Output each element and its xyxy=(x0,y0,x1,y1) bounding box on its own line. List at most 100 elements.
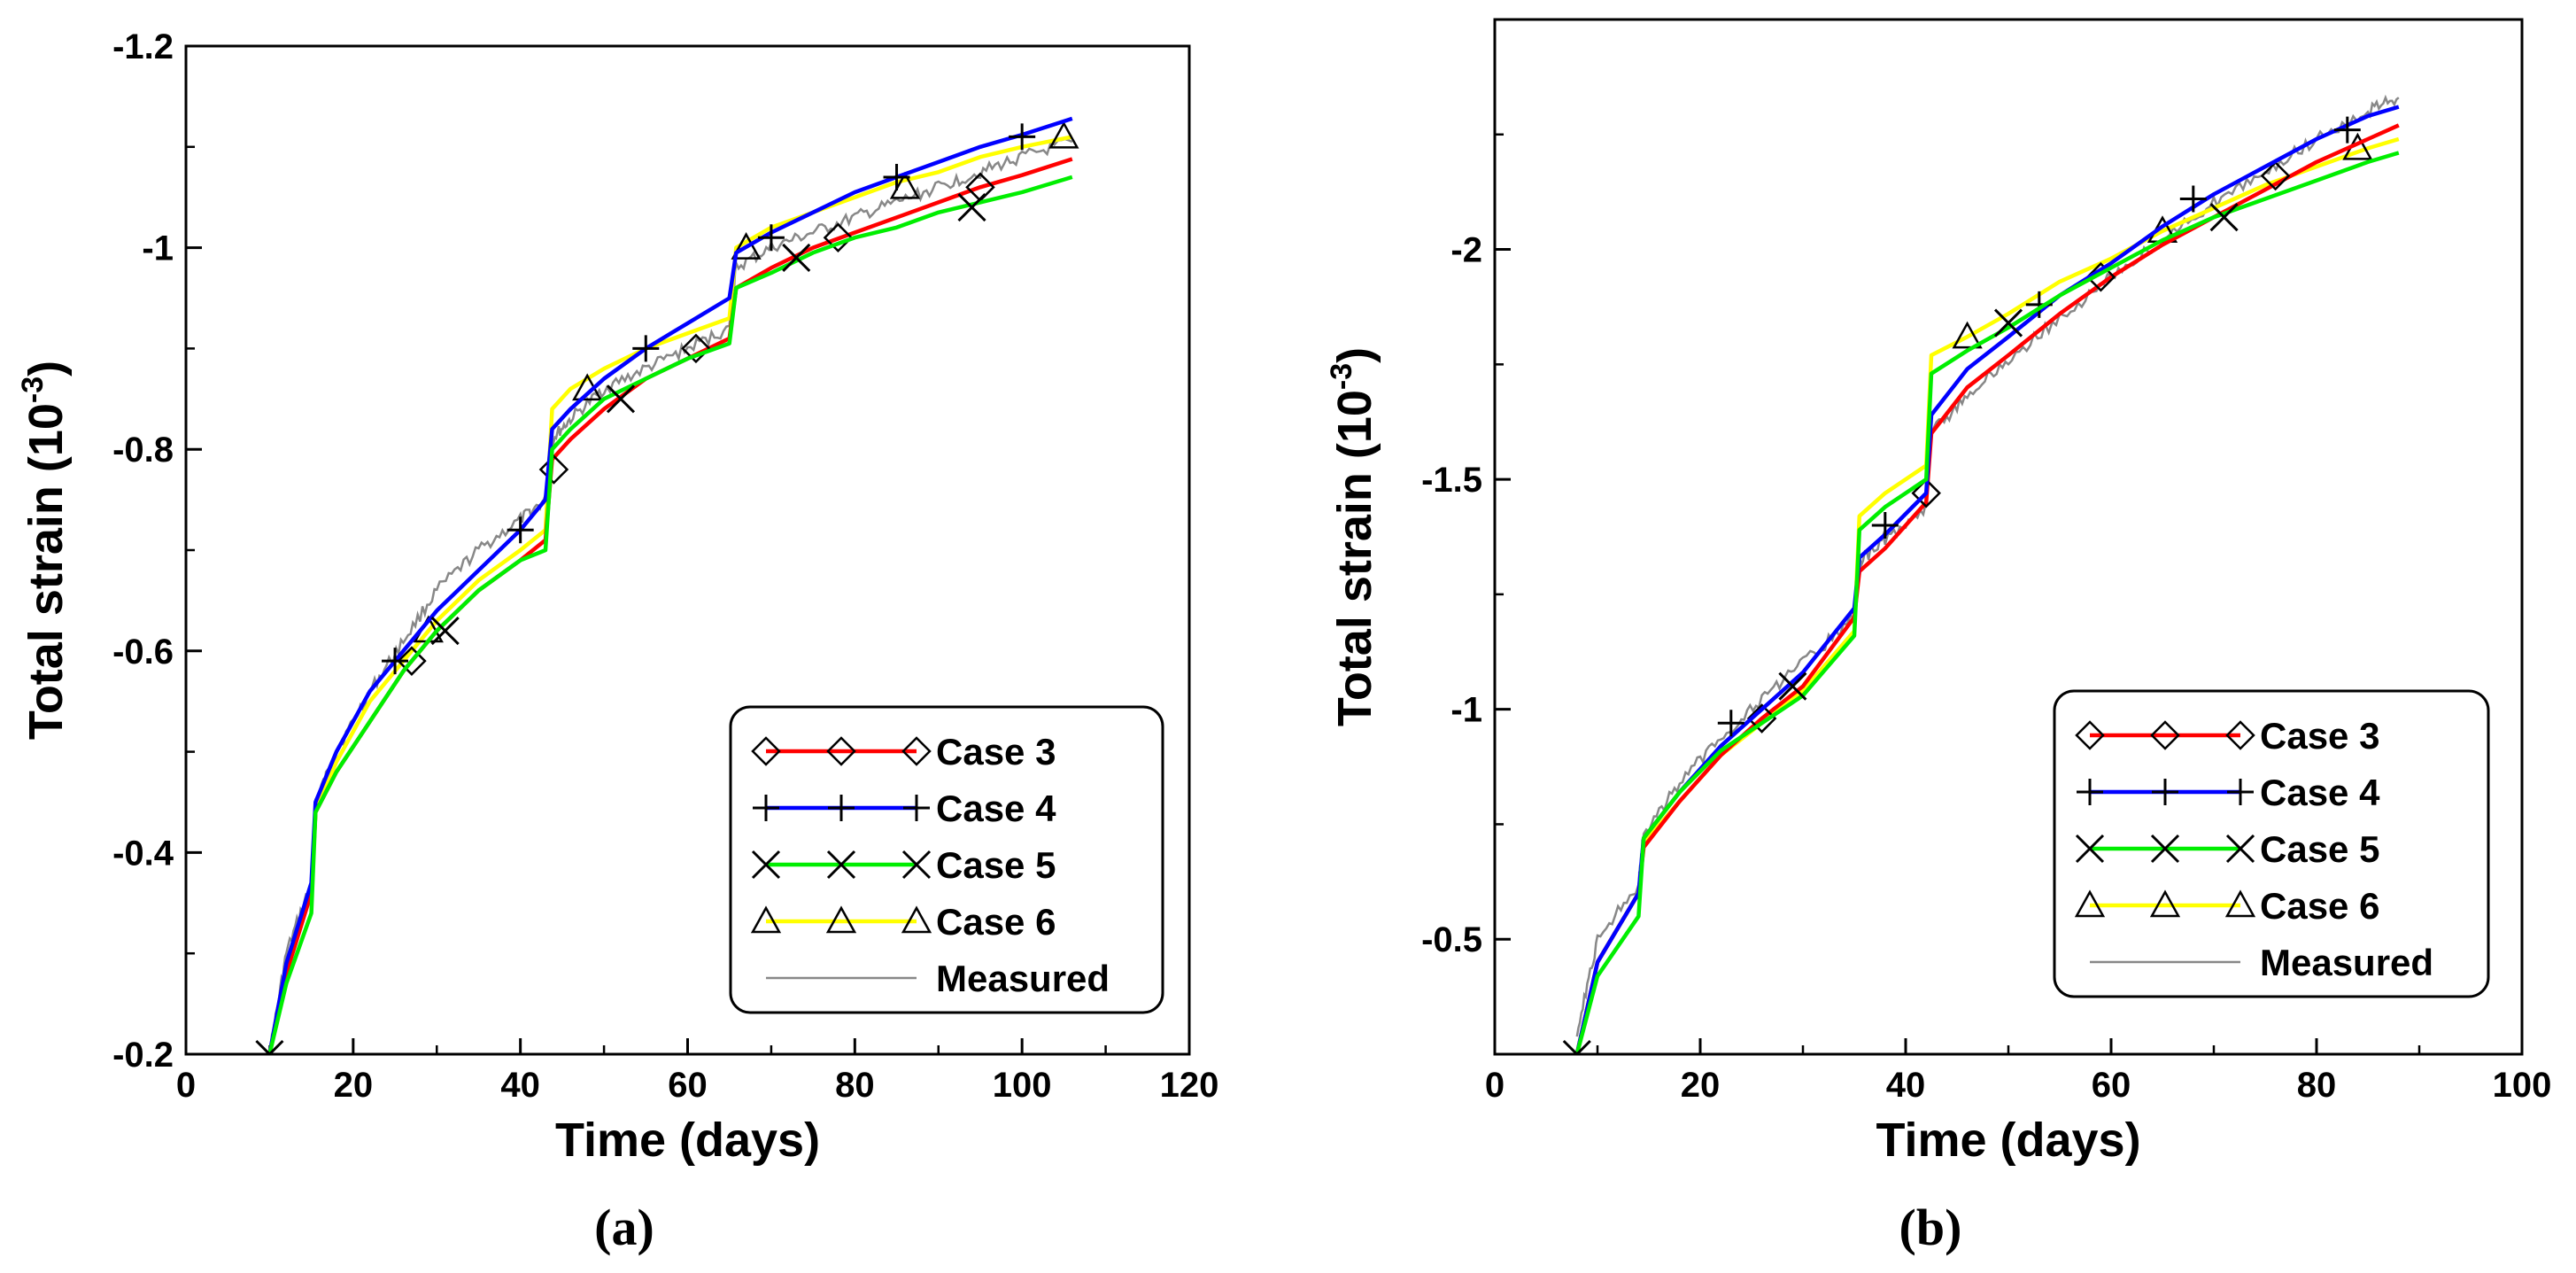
y-axis-label-text: Total strain (10 xyxy=(19,403,73,740)
series-case-5 xyxy=(255,175,1073,1054)
x-tick-label: 40 xyxy=(500,1066,540,1105)
legend-marker xyxy=(751,736,781,766)
legend-label: Case 6 xyxy=(2260,885,2379,927)
legend-marker xyxy=(901,905,932,934)
legend-entry-case-3: Case 3 xyxy=(2075,715,2379,757)
x-tick-label: 120 xyxy=(1160,1066,1219,1105)
y-tick-label: -1 xyxy=(142,229,174,268)
data-point-marker xyxy=(2333,116,2361,144)
data-point-marker xyxy=(883,163,910,190)
legend-marker xyxy=(826,736,856,766)
legend-marker xyxy=(2225,834,2255,864)
x-tick-label: 20 xyxy=(1681,1066,1721,1105)
data-point-marker xyxy=(1009,123,1036,151)
data-point-marker xyxy=(757,224,785,252)
legend-marker xyxy=(2075,834,2105,864)
series-line xyxy=(267,175,1073,1054)
data-point-marker xyxy=(2260,160,2291,191)
data-point-marker xyxy=(255,1039,284,1054)
legend-box xyxy=(2053,689,2490,998)
legend-label: Case 3 xyxy=(936,731,1056,772)
series-line xyxy=(267,135,1073,1054)
data-point-marker xyxy=(1778,671,1807,701)
legend-marker xyxy=(2150,834,2180,864)
data-point-marker xyxy=(632,335,660,362)
legend-marker xyxy=(2074,889,2106,918)
legend-label: Measured xyxy=(2260,942,2433,983)
legend-marker xyxy=(2150,720,2180,750)
legend-entry-case-6: Case 6 xyxy=(2074,885,2379,927)
legend-label: Case 6 xyxy=(936,901,1056,943)
legend-marker xyxy=(828,795,855,821)
series-line xyxy=(267,116,1073,1054)
x-tick-label: 80 xyxy=(835,1066,875,1105)
y-axis-label-exponent: -3 xyxy=(16,376,50,403)
legend-marker xyxy=(753,795,779,821)
x-tick-label: 0 xyxy=(176,1066,196,1105)
legend-box xyxy=(729,705,1164,1014)
legend-marker xyxy=(826,850,856,880)
x-tick-label: 40 xyxy=(1886,1066,1926,1105)
y-axis-label: Total strain (10-3) xyxy=(1325,347,1381,726)
data-point-marker xyxy=(782,243,811,273)
data-point-marker xyxy=(1717,710,1744,737)
data-point-marker xyxy=(606,384,636,414)
data-point-marker xyxy=(731,232,762,260)
series-case-4 xyxy=(267,116,1073,1054)
legend-marker xyxy=(2152,779,2178,805)
data-point-marker xyxy=(2085,261,2116,292)
data-point-marker xyxy=(430,616,460,646)
y-tick-label: -1.2 xyxy=(112,27,174,66)
y-axis-label: Total strain (10-3) xyxy=(16,361,73,740)
subfigure-label: (a) xyxy=(594,1199,654,1256)
legend-marker xyxy=(2075,720,2105,750)
y-tick-label: -0.4 xyxy=(112,834,174,873)
x-tick-label: 60 xyxy=(2092,1066,2131,1105)
chart-panel-b: 0 20 40 60 80 100 -0.5 -1 -1.5 -2 Time (days) Total… xyxy=(1325,18,2551,1256)
data-point-marker xyxy=(1746,703,1777,734)
data-point-marker xyxy=(2209,203,2239,232)
legend-label: Case 5 xyxy=(2260,828,2379,870)
legend-marker xyxy=(901,736,932,766)
legend-marker xyxy=(903,795,930,821)
data-point-marker xyxy=(823,222,854,252)
y-axis-label-text: Total strain (10 xyxy=(1328,390,1381,726)
legend-marker xyxy=(825,905,857,934)
data-point-marker xyxy=(1911,477,1941,508)
legend-label: Case 5 xyxy=(936,844,1056,886)
data-point-marker xyxy=(1871,512,1899,539)
legend-label: Case 4 xyxy=(936,788,1056,829)
legend-marker xyxy=(2149,889,2181,918)
x-axis-label: Time (days) xyxy=(1876,1114,2140,1167)
legend-entry-case-5: Case 5 xyxy=(2075,828,2379,870)
x-tick-label: 0 xyxy=(1485,1066,1505,1105)
y-tick-label: -1 xyxy=(1450,691,1482,730)
legend-marker xyxy=(901,850,932,880)
legend: Case 3 Case 4 Case 5 Case 6 Measured xyxy=(729,705,1164,1014)
data-point-marker xyxy=(507,516,534,544)
y-tick-label: -0.5 xyxy=(1421,920,1482,959)
data-point-marker xyxy=(1993,308,2023,338)
data-point-marker xyxy=(2179,185,2207,213)
legend-marker xyxy=(751,850,781,880)
legend-entry-case-6: Case 6 xyxy=(750,901,1056,943)
legend: Case 3 Case 4 Case 5 Case 6 Measured xyxy=(2053,689,2490,998)
series-case-3 xyxy=(1574,123,2400,1054)
legend-label: Measured xyxy=(936,958,1110,999)
data-point-marker xyxy=(957,193,986,222)
y-tick-label: -0.6 xyxy=(112,633,174,671)
y-tick-label: -0.8 xyxy=(112,431,174,470)
data-point-marker xyxy=(1562,1039,1591,1054)
y-tick-label: -1.5 xyxy=(1421,461,1482,500)
y-axis-label-close: ) xyxy=(1328,347,1381,363)
chart-panel-a: 0 20 40 60 80 100 120 -0.2 -0.4 -0.6 -0.8 -1 -1.2 Tim… xyxy=(16,27,1218,1256)
data-point-marker xyxy=(538,454,569,485)
legend-entry-case-4: Case 4 xyxy=(2077,772,2380,813)
legend-entry-case-5: Case 5 xyxy=(751,844,1056,886)
y-axis-label-close: ) xyxy=(19,361,73,376)
data-point-marker xyxy=(1048,120,1079,149)
data-point-marker xyxy=(889,171,921,199)
x-tick-label: 60 xyxy=(668,1066,708,1105)
series-line xyxy=(1574,123,2400,1054)
